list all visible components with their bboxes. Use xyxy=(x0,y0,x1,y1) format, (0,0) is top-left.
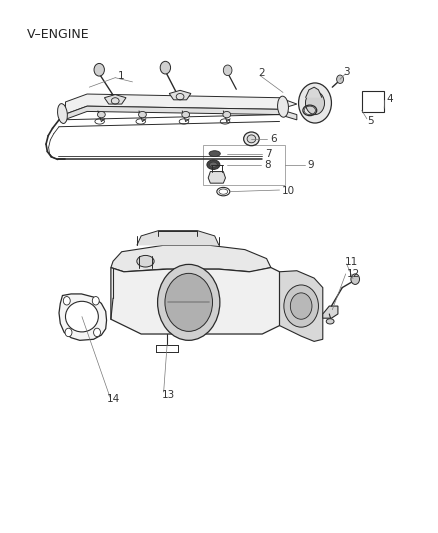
Ellipse shape xyxy=(223,111,231,118)
Text: 8: 8 xyxy=(264,160,271,169)
Text: 11: 11 xyxy=(345,257,359,267)
Polygon shape xyxy=(208,172,226,183)
Circle shape xyxy=(160,61,170,74)
Circle shape xyxy=(290,293,312,319)
Polygon shape xyxy=(169,90,191,100)
Polygon shape xyxy=(137,231,219,245)
Ellipse shape xyxy=(66,301,99,332)
Text: 7: 7 xyxy=(265,149,272,159)
Polygon shape xyxy=(323,306,338,318)
Circle shape xyxy=(223,65,232,76)
Circle shape xyxy=(165,273,212,332)
Ellipse shape xyxy=(137,255,154,267)
Polygon shape xyxy=(66,94,297,114)
Text: 2: 2 xyxy=(258,68,265,78)
Polygon shape xyxy=(104,94,126,104)
Bar xyxy=(202,145,285,185)
Polygon shape xyxy=(59,294,106,341)
Circle shape xyxy=(94,63,104,76)
Text: 10: 10 xyxy=(282,186,295,196)
Ellipse shape xyxy=(326,319,334,324)
Text: 6: 6 xyxy=(270,134,277,144)
Circle shape xyxy=(305,91,325,115)
Ellipse shape xyxy=(207,160,220,169)
Ellipse shape xyxy=(244,132,259,146)
Polygon shape xyxy=(305,87,322,98)
Text: 5: 5 xyxy=(367,116,374,126)
Circle shape xyxy=(351,274,360,285)
Polygon shape xyxy=(111,245,271,272)
Ellipse shape xyxy=(247,135,256,143)
Circle shape xyxy=(158,264,220,341)
Circle shape xyxy=(65,328,72,337)
Circle shape xyxy=(299,83,332,123)
Text: 14: 14 xyxy=(106,394,120,405)
Text: 3: 3 xyxy=(343,67,350,77)
Circle shape xyxy=(94,328,100,337)
Polygon shape xyxy=(59,106,297,120)
Ellipse shape xyxy=(182,111,190,118)
Text: 13: 13 xyxy=(162,390,175,400)
Circle shape xyxy=(64,296,70,305)
Ellipse shape xyxy=(278,96,289,117)
Ellipse shape xyxy=(138,111,146,118)
Ellipse shape xyxy=(209,151,220,157)
Text: 9: 9 xyxy=(307,160,314,169)
Text: 4: 4 xyxy=(386,94,393,104)
Ellipse shape xyxy=(209,162,217,167)
Circle shape xyxy=(284,285,318,327)
Polygon shape xyxy=(279,271,323,342)
Text: 1: 1 xyxy=(117,70,124,80)
Text: V–ENGINE: V–ENGINE xyxy=(27,28,89,41)
Polygon shape xyxy=(111,268,279,334)
Circle shape xyxy=(337,75,343,84)
Bar xyxy=(362,91,384,112)
Ellipse shape xyxy=(98,111,105,118)
Ellipse shape xyxy=(57,103,67,124)
Circle shape xyxy=(92,296,99,305)
Text: 12: 12 xyxy=(347,269,360,279)
